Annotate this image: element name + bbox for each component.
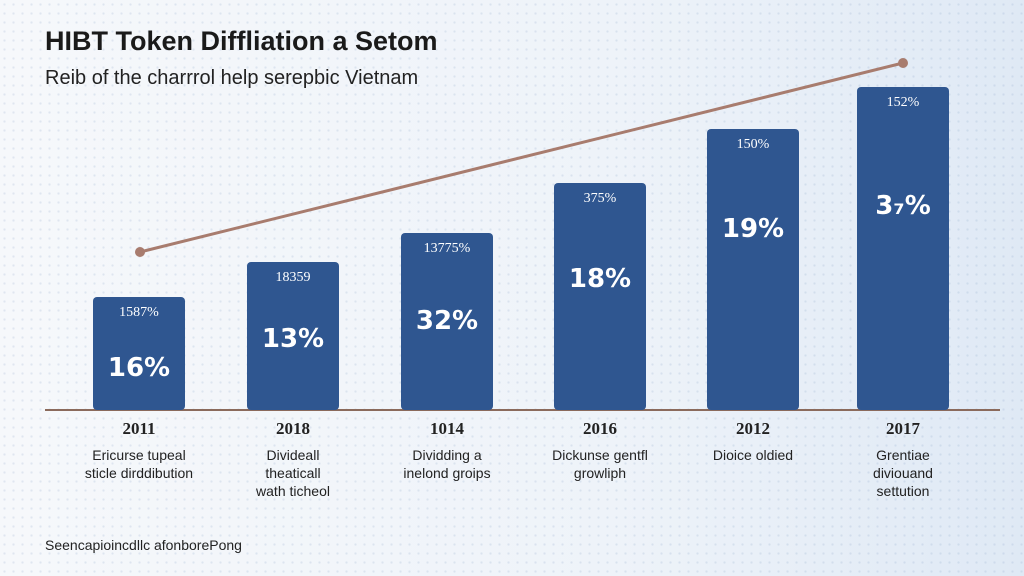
caption: wath ticheol [255,483,330,499]
caption: theaticall [265,465,320,481]
caption: Dioice oldied [713,447,793,463]
year-label: 2016 [583,419,617,438]
bar-top-label: 150% [737,137,770,152]
caption: Ericurse tupeal [92,447,185,463]
caption: growliph [574,465,626,481]
bar-top-label: 152% [887,95,920,110]
caption: inelond groips [403,465,490,481]
bar [707,129,799,410]
bar [857,87,949,410]
bar-main-label: 32% [416,306,478,336]
caption: Divideall [267,447,320,463]
bar [93,297,185,410]
footer: Seencapioincdllc afonborePong [45,537,242,553]
bar [554,183,646,410]
title: HIBT Token Diffliation a Setom [45,26,438,56]
caption: Grentiae [876,447,930,463]
trend-dot [898,58,908,68]
bar-top-label: 18359 [276,270,311,285]
caption: Dickunse gentfl [552,447,648,463]
bar [247,262,339,410]
bar-top-label: 1587% [119,305,159,320]
bar-main-label: 3₇% [875,191,931,221]
bar-main-label: 16% [108,353,170,383]
bar-main-label: 13% [262,324,324,354]
year-label: 2018 [276,419,310,438]
bar [401,233,493,410]
trend-line [139,61,904,254]
subtitle: Reib of the charrrol help serepbic Vietn… [45,67,418,89]
bar-main-label: 19% [722,214,784,244]
year-label: 2017 [886,419,921,438]
year-label: 2011 [122,419,155,438]
trend-dot [135,247,145,257]
bar-top-label: 375% [584,191,617,206]
caption: Dividding a [412,447,481,463]
caption: sticle dirddibution [85,465,193,481]
year-label: 1014 [430,419,465,438]
bar-top-label: 13775% [424,241,471,256]
bar-main-label: 18% [569,264,631,294]
caption: settution [877,483,930,499]
year-label: 2012 [736,419,770,438]
caption: diviouand [873,465,933,481]
